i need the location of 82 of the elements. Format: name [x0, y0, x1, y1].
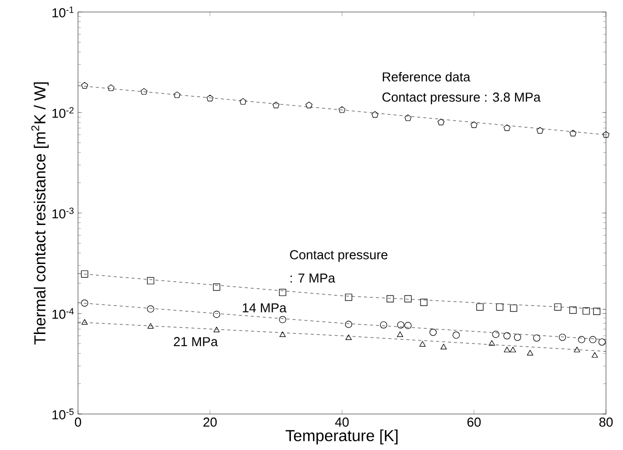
point	[488, 340, 495, 346]
point	[578, 336, 586, 344]
point	[526, 350, 534, 356]
annotation: Contact pressure	[290, 250, 388, 262]
y-tick-label: 10$^{-3}$	[52, 208, 74, 218]
point	[397, 321, 404, 329]
x-axis-title: Temperature [K]	[286, 430, 398, 444]
x-tick-label: 60	[467, 418, 481, 427]
x-tick-label: 40	[335, 418, 349, 427]
point	[140, 88, 148, 95]
point	[602, 131, 610, 138]
point	[213, 284, 220, 291]
point	[589, 336, 596, 344]
point	[574, 346, 580, 352]
point	[81, 82, 88, 89]
point	[452, 331, 460, 339]
point	[510, 346, 516, 352]
point	[338, 106, 346, 113]
point	[429, 328, 437, 336]
point	[476, 303, 484, 311]
point	[470, 121, 478, 128]
y-tick-label: 10$^{-1}$	[52, 6, 74, 18]
point	[380, 321, 388, 329]
point	[345, 320, 352, 328]
point	[404, 322, 412, 330]
point	[598, 338, 606, 346]
point	[496, 303, 504, 311]
annotation: Contact pressure : 3.8 MPa	[382, 92, 541, 104]
point	[396, 331, 404, 338]
point	[592, 352, 598, 358]
y-tick-label: 10$^{-5}$	[52, 408, 74, 420]
point	[510, 304, 518, 312]
point	[419, 341, 426, 347]
point	[570, 130, 576, 136]
point	[554, 303, 562, 311]
point	[533, 334, 540, 342]
x-tick-label: 80	[599, 418, 613, 427]
point	[81, 319, 88, 325]
annotation: 14 MPa	[242, 303, 286, 312]
point	[536, 127, 544, 134]
point	[206, 94, 214, 102]
point	[81, 270, 88, 278]
point	[372, 111, 378, 118]
point	[569, 306, 577, 314]
point	[279, 331, 286, 338]
point	[420, 298, 428, 306]
point	[213, 310, 220, 318]
point	[147, 305, 154, 313]
point	[492, 330, 500, 338]
x-tick-label: 0	[74, 418, 82, 427]
point	[504, 346, 510, 352]
point	[440, 344, 447, 350]
point	[593, 308, 600, 315]
annotation: 21 MPa	[174, 337, 218, 346]
point	[504, 124, 510, 132]
point	[240, 98, 246, 105]
point	[108, 84, 114, 92]
point	[345, 334, 352, 340]
point	[147, 277, 154, 284]
point	[272, 102, 280, 108]
y-axis-title: Thermal contact resistance [m$^{2}$K / W]	[31, 82, 49, 344]
point	[345, 294, 352, 301]
y-tick-label: 10$^{-2}$	[52, 107, 74, 118]
x-tick-label: 20	[203, 418, 217, 427]
point	[279, 316, 286, 324]
point	[386, 295, 394, 302]
point	[503, 332, 511, 340]
point	[438, 118, 444, 126]
point	[279, 288, 286, 296]
point	[514, 334, 522, 341]
point	[306, 102, 312, 108]
point	[404, 114, 412, 122]
point	[558, 334, 566, 341]
y-tick-label: 10$^{-4}$	[52, 308, 74, 319]
point	[174, 92, 180, 98]
point	[582, 307, 590, 315]
annotation: : 7 MPa	[290, 274, 336, 283]
point	[213, 326, 220, 332]
point	[147, 323, 154, 329]
point	[404, 295, 412, 302]
point	[81, 299, 88, 307]
annotation: Reference data	[382, 72, 470, 82]
